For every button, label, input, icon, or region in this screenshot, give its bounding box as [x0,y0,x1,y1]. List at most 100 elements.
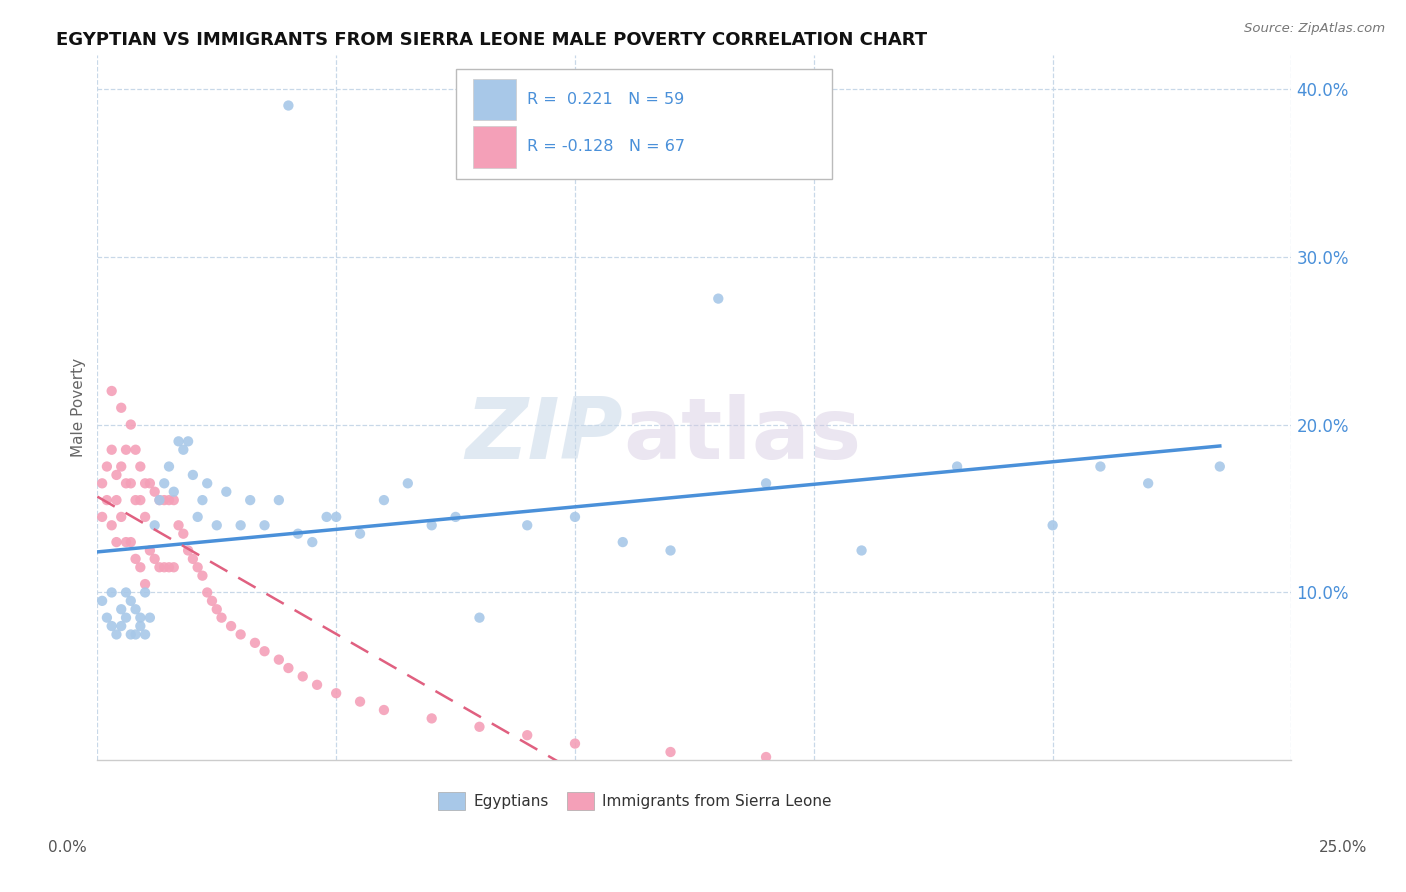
Point [115,585,138,599]
Point [124,442,146,457]
Point [211,610,233,624]
Point [349,695,371,709]
FancyBboxPatch shape [456,70,832,178]
Point [707,292,730,306]
Point [349,526,371,541]
Point [157,560,180,574]
Point [195,476,218,491]
Point [120,594,142,608]
Point [163,484,186,499]
Point [96,610,118,624]
Point [215,484,238,499]
Point [946,459,969,474]
Point [110,509,132,524]
Point [129,610,152,624]
Y-axis label: Male Poverty: Male Poverty [72,359,86,458]
Point [143,518,166,533]
Point [468,610,491,624]
Point [134,585,156,599]
Point [612,535,634,549]
Point [420,711,443,725]
Point [115,610,138,624]
Point [139,476,162,491]
Point [100,585,122,599]
Point [1209,459,1232,474]
Point [277,661,299,675]
Point [120,627,142,641]
Point [191,568,214,582]
Point [325,686,347,700]
Point [91,509,114,524]
Point [143,484,166,499]
Point [124,627,146,641]
Point [129,459,152,474]
Point [755,750,778,764]
Point [134,509,156,524]
Point [115,476,138,491]
Point [100,518,122,533]
Point [100,442,122,457]
Text: atlas: atlas [623,394,860,477]
Point [307,678,329,692]
Point [134,627,156,641]
Text: 0.0%: 0.0% [48,840,87,855]
Point [124,602,146,616]
Point [177,543,200,558]
Point [229,627,252,641]
Point [148,560,170,574]
Point [253,644,276,658]
FancyBboxPatch shape [474,126,516,168]
Point [153,560,176,574]
Point [172,526,194,541]
Point [205,518,228,533]
Point [139,543,162,558]
Point [167,518,190,533]
Text: EGYPTIAN VS IMMIGRANTS FROM SIERRA LEONE MALE POVERTY CORRELATION CHART: EGYPTIAN VS IMMIGRANTS FROM SIERRA LEONE… [56,31,928,49]
Point [420,518,443,533]
Point [100,384,122,398]
Point [129,560,152,574]
Point [105,493,128,508]
Point [205,602,228,616]
Point [201,594,224,608]
Point [396,476,419,491]
Point [373,493,395,508]
Point [110,619,132,633]
Point [157,493,180,508]
Point [564,509,586,524]
Point [100,619,122,633]
Point [110,602,132,616]
Point [1090,459,1112,474]
Point [239,493,262,508]
Text: ZIP: ZIP [465,394,623,477]
Point [157,459,180,474]
Point [516,728,538,742]
Point [163,493,186,508]
Point [564,737,586,751]
Point [110,401,132,415]
Point [120,535,142,549]
Point [287,526,309,541]
Point [134,476,156,491]
Point [291,669,314,683]
Legend: Egyptians, Immigrants from Sierra Leone: Egyptians, Immigrants from Sierra Leone [432,787,838,816]
Point [124,552,146,566]
Point [115,535,138,549]
Point [301,535,323,549]
Point [277,98,299,112]
Point [143,552,166,566]
Point [124,493,146,508]
Point [163,560,186,574]
Point [187,509,209,524]
Point [181,467,204,482]
Point [229,518,252,533]
Point [153,476,176,491]
Point [195,585,218,599]
Point [243,636,266,650]
Point [851,543,873,558]
Point [148,493,170,508]
Point [96,493,118,508]
Point [105,535,128,549]
Point [181,552,204,566]
Point [315,509,337,524]
